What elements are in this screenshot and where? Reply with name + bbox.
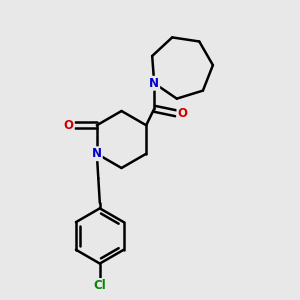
- Text: O: O: [177, 107, 188, 120]
- Text: O: O: [64, 119, 74, 132]
- Text: N: N: [149, 77, 159, 90]
- Text: Cl: Cl: [93, 279, 106, 292]
- Text: N: N: [92, 147, 102, 160]
